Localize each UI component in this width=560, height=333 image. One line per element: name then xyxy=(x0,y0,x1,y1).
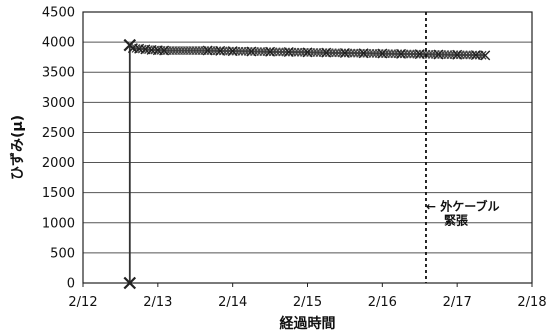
x-axis-title: 経過時間 xyxy=(280,315,336,332)
data-point xyxy=(377,48,388,59)
x-tick-label: 2/13 xyxy=(143,295,172,310)
x-tick-label: 2/14 xyxy=(218,295,247,310)
data-point xyxy=(433,49,444,60)
data-point xyxy=(480,50,491,61)
data-point xyxy=(246,46,257,57)
event-label: 緊張 xyxy=(444,213,469,228)
data-point xyxy=(470,50,481,61)
data-point xyxy=(265,46,276,57)
x-tick-label: 2/18 xyxy=(517,295,546,310)
y-tick-label: 1500 xyxy=(42,186,75,201)
data-point xyxy=(202,45,213,56)
y-tick-label: 2500 xyxy=(42,126,75,141)
x-tick-label: 2/16 xyxy=(368,295,397,310)
y-tick-label: 4000 xyxy=(42,36,75,51)
y-tick-label: 2000 xyxy=(42,156,75,171)
data-point xyxy=(283,47,294,58)
y-tick-label: 1000 xyxy=(42,216,75,231)
data-point xyxy=(123,276,137,290)
data-point xyxy=(396,48,407,59)
data-point xyxy=(414,49,425,60)
y-tick-label: 500 xyxy=(50,246,75,261)
y-axis: 0 500 1000 1500 2000 2500 3000 3500 4000 4500 xyxy=(42,6,75,292)
grid-lines xyxy=(83,41,532,254)
event-label: ← 外ケーブル xyxy=(426,199,500,214)
y-axis-title: ひずみ(μ) xyxy=(9,115,26,180)
x-tick-label: 2/15 xyxy=(293,295,322,310)
data-point xyxy=(452,49,463,60)
series-line xyxy=(128,42,486,283)
y-tick-label: 4500 xyxy=(42,6,75,21)
x-tick-label: 2/12 xyxy=(68,295,97,310)
data-point xyxy=(302,47,313,58)
data-point xyxy=(215,45,226,56)
data-point xyxy=(159,45,170,56)
data-point xyxy=(339,47,350,58)
x-tick-label: 2/17 xyxy=(443,295,472,310)
y-tick-label: 3000 xyxy=(42,96,75,111)
y-tick-label: 3500 xyxy=(42,66,75,81)
x-axis: 2/12 2/13 2/14 2/15 2/16 2/17 2/18 xyxy=(68,283,547,310)
data-point xyxy=(227,46,238,57)
y-tick-label: 0 xyxy=(67,277,75,292)
data-point xyxy=(321,47,332,58)
data-point xyxy=(358,48,369,59)
series-strain xyxy=(123,38,491,290)
